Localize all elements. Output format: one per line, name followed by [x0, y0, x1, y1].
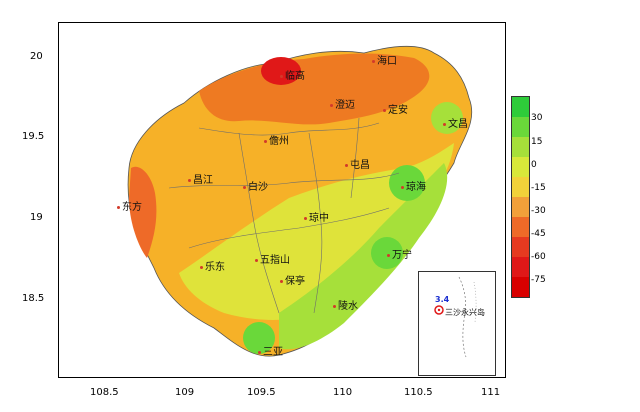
legend-swatch	[512, 177, 529, 197]
city-name: 琼海	[406, 182, 426, 193]
city-label: 东方	[117, 198, 142, 213]
city-dot	[383, 108, 386, 112]
city-dot	[243, 185, 246, 189]
legend-label: -45	[531, 229, 546, 239]
city-name: 昌江	[193, 175, 213, 186]
legend-swatch	[512, 97, 529, 117]
county-borders	[168, 117, 400, 314]
city-label: 儋州	[264, 132, 289, 147]
city-dot	[333, 304, 336, 308]
city-name: 陵水	[338, 301, 358, 312]
legend-label: 0	[531, 160, 537, 170]
city-label: 琼海	[401, 178, 426, 193]
southeast-band	[279, 163, 448, 350]
north-band	[199, 53, 430, 125]
y-tick: 19	[30, 212, 43, 223]
legend-label: -60	[531, 252, 546, 262]
city-label: 琼中	[304, 209, 329, 224]
city-name: 三亚	[263, 347, 283, 358]
legend-swatch	[512, 277, 529, 297]
city-dot	[200, 265, 203, 269]
city-dot	[387, 253, 390, 257]
city-label: 屯昌	[345, 156, 370, 171]
legend-swatch	[512, 137, 529, 157]
city-dot	[280, 74, 283, 78]
city-label: 昌江	[188, 171, 213, 186]
city-label: 保亭	[280, 272, 305, 287]
legend-swatch	[512, 237, 529, 257]
city-label: 乐东	[200, 258, 225, 273]
legend-label: -30	[531, 206, 546, 216]
city-dot	[280, 279, 283, 283]
city-label: 临高	[280, 67, 305, 82]
city-label: 三亚	[258, 343, 283, 358]
legend-label: 30	[531, 113, 543, 123]
x-tick: 111	[481, 387, 501, 398]
green-qionghai	[389, 165, 425, 201]
green-wenchang	[431, 102, 463, 134]
city-name: 琼中	[309, 213, 329, 224]
city-dot	[372, 59, 375, 63]
inset-map: 3.4 三沙永兴岛	[418, 271, 496, 376]
city-name: 海口	[377, 56, 397, 67]
city-name: 乐东	[205, 262, 225, 273]
center-band	[179, 143, 454, 320]
city-name: 临高	[285, 71, 305, 82]
city-name: 五指山	[260, 255, 290, 266]
city-name: 定安	[388, 105, 408, 116]
city-label: 澄迈	[330, 96, 355, 111]
city-name: 澄迈	[335, 100, 355, 111]
legend-swatch	[512, 217, 529, 237]
city-dot	[345, 163, 348, 167]
x-tick: 109	[175, 387, 195, 398]
legend-swatch	[512, 197, 529, 217]
city-name: 东方	[122, 202, 142, 213]
city-name: 白沙	[248, 182, 268, 193]
city-label: 海口	[372, 52, 397, 67]
inset-outline	[434, 276, 477, 358]
city-dot	[443, 122, 446, 126]
legend-swatch	[512, 117, 529, 137]
map-frame	[58, 22, 506, 378]
legend-label: -75	[531, 275, 546, 285]
legend-label: 15	[531, 137, 543, 147]
contour-map	[127, 45, 473, 357]
city-name: 文昌	[448, 119, 468, 130]
legend-label: -15	[531, 183, 546, 193]
city-dot	[117, 205, 120, 209]
y-tick: 19.5	[22, 131, 45, 142]
x-tick: 108.5	[90, 387, 119, 398]
city-label: 五指山	[255, 251, 290, 266]
green-sanya	[243, 322, 275, 354]
city-label: 定安	[383, 101, 408, 116]
color-legend	[511, 96, 530, 298]
inset-value: 3.4	[435, 295, 450, 304]
city-dot	[401, 185, 404, 189]
city-label: 白沙	[243, 178, 268, 193]
city-name: 保亭	[285, 276, 305, 287]
city-label: 陵水	[333, 297, 358, 312]
west-band	[129, 166, 157, 258]
hotspot-lingao	[261, 57, 301, 85]
green-wanning	[371, 237, 403, 269]
legend-swatch	[512, 257, 529, 277]
city-dot	[258, 350, 261, 354]
city-dot	[255, 258, 258, 262]
city-dot	[264, 139, 267, 143]
y-tick: 18.5	[22, 293, 45, 304]
city-dot	[330, 103, 333, 107]
inset-label: 三沙永兴岛	[445, 308, 485, 317]
city-name: 屯昌	[350, 160, 370, 171]
city-dot	[304, 216, 307, 220]
city-dot	[188, 178, 191, 182]
x-tick: 109.5	[247, 387, 276, 398]
x-tick: 110	[333, 387, 353, 398]
x-tick: 110.5	[404, 387, 433, 398]
legend-swatch	[512, 157, 529, 177]
city-name: 万宁	[392, 250, 412, 261]
city-label: 文昌	[443, 115, 468, 130]
city-label: 万宁	[387, 246, 412, 261]
y-tick: 20	[30, 51, 43, 62]
city-name: 儋州	[269, 136, 289, 147]
